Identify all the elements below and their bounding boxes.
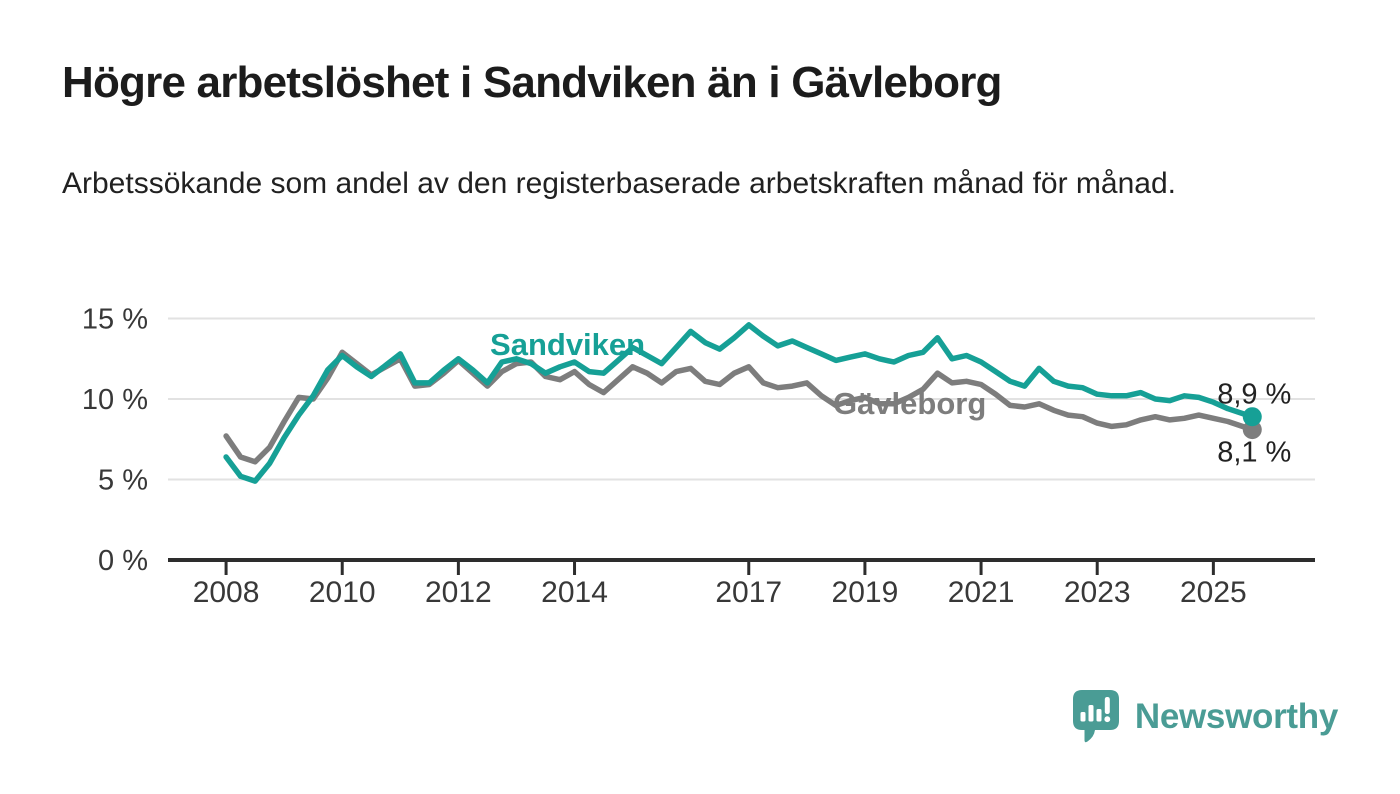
x-tick-label-2014: 2014: [541, 576, 608, 609]
branding-footer: Newsworthy: [1071, 688, 1338, 746]
y-tick-label-15: 15 %: [82, 304, 148, 336]
page-title: Högre arbetslöshet i Sandviken än i Gävl…: [62, 58, 1002, 107]
x-tick-label-2019: 2019: [832, 576, 899, 609]
x-tick-label-2012: 2012: [425, 576, 492, 609]
x-tick-label-2023: 2023: [1064, 576, 1131, 609]
end-dot-sandviken: [1242, 407, 1262, 427]
x-tick-label-2017: 2017: [715, 576, 782, 609]
x-tick-label-2025: 2025: [1180, 576, 1247, 609]
x-tick-label-2008: 2008: [193, 576, 260, 609]
series-label-sandviken: Sandviken: [490, 327, 645, 362]
y-tick-label-5: 5 %: [98, 465, 148, 497]
y-tick-label-0: 0 %: [98, 545, 148, 577]
brand-name: Newsworthy: [1134, 697, 1338, 736]
series-label-gävleborg: Gävleborg: [833, 386, 986, 421]
chart-subtitle: Arbetssökande som andel av den registerb…: [62, 167, 1176, 200]
series-line-sandviken: [223, 322, 1256, 484]
end-value-label-sandviken: 8,9 %: [1217, 379, 1291, 411]
end-value-label-gävleborg: 8,1 %: [1217, 437, 1291, 469]
x-tick-label-2010: 2010: [309, 576, 376, 609]
series-line-gävleborg: [223, 349, 1256, 465]
x-tick-label-2021: 2021: [948, 576, 1015, 609]
y-tick-label-10: 10 %: [82, 384, 148, 416]
newsworthy-logo-icon: [1072, 690, 1119, 743]
